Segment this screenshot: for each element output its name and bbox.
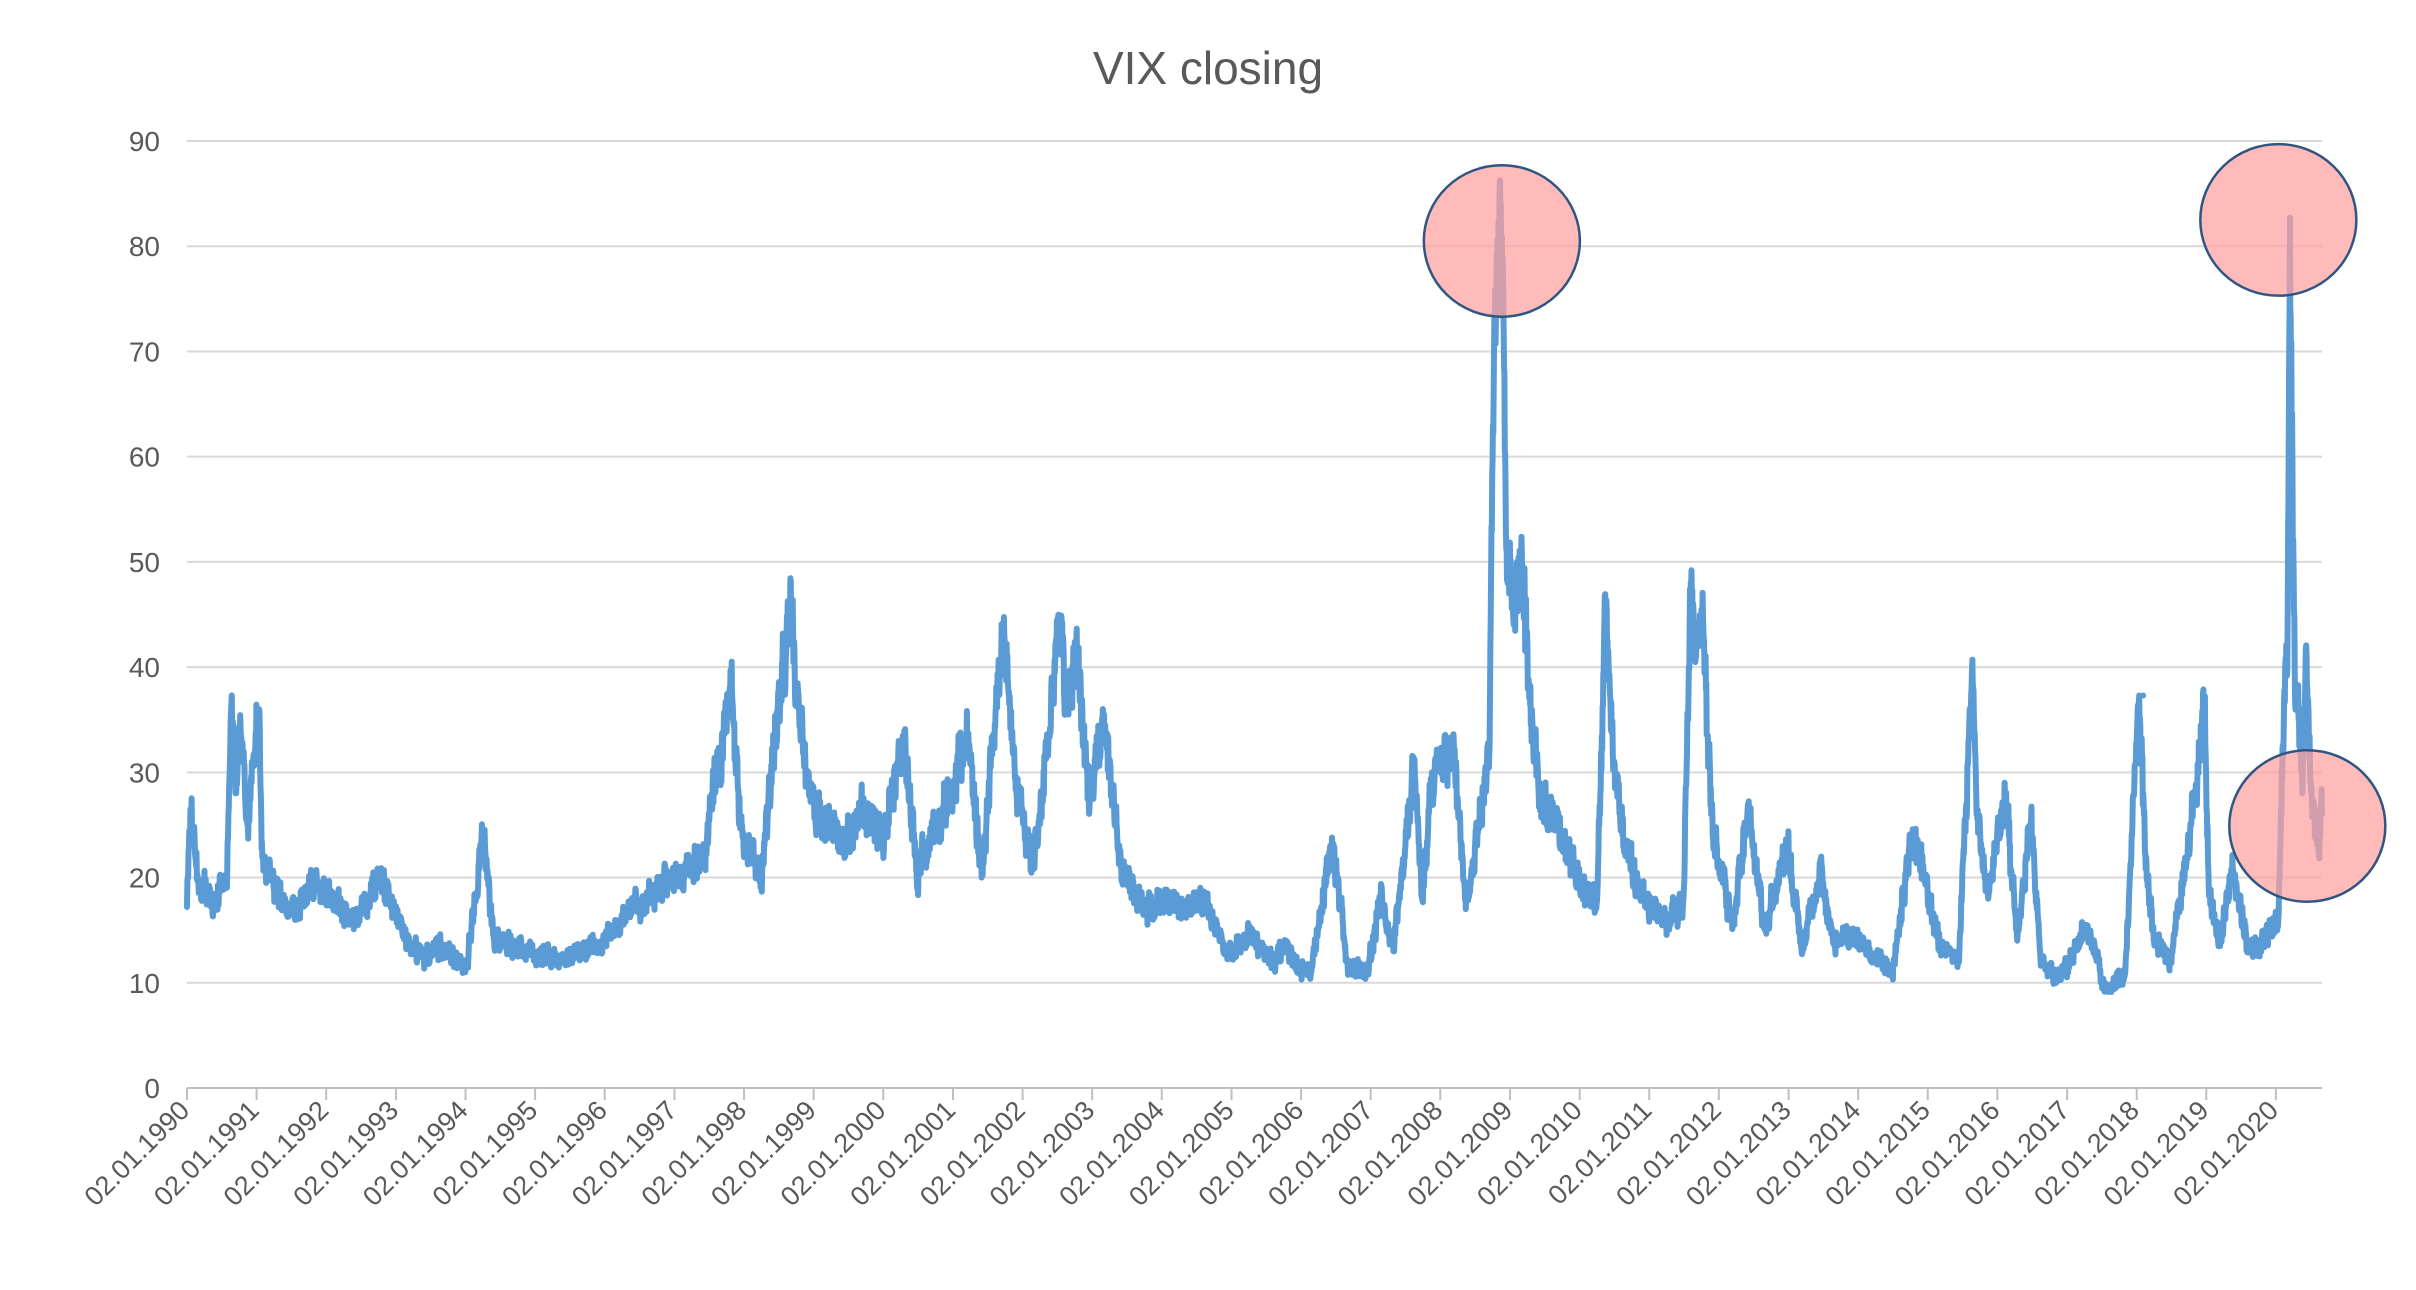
- axes: 010203040506070809002.01.199002.01.19910…: [78, 126, 2322, 1212]
- chart-title: VIX closing: [1093, 42, 1323, 94]
- peak-point: [787, 606, 794, 613]
- peak-point: [228, 700, 235, 707]
- y-tick-label: 90: [129, 126, 160, 157]
- y-tick-label: 10: [129, 968, 160, 999]
- peak-point: [1687, 579, 1694, 586]
- gridlines: [187, 140, 2322, 984]
- annotation-layer: [1422, 142, 2387, 904]
- y-tick-label: 60: [129, 442, 160, 473]
- y-tick-label: 70: [129, 336, 160, 367]
- y-tick-label: 80: [129, 231, 160, 262]
- y-tick-label: 0: [144, 1073, 160, 1104]
- peak-point: [1969, 656, 1976, 663]
- peak-point: [1058, 612, 1065, 619]
- y-tick-label: 50: [129, 547, 160, 578]
- y-tick-label: 30: [129, 757, 160, 788]
- y-tick-label: 40: [129, 652, 160, 683]
- y-tick-label: 20: [129, 863, 160, 894]
- vix-series-line: [184, 177, 2325, 995]
- highlight-circle: [2228, 748, 2387, 904]
- series-layer: [184, 177, 2325, 995]
- peak-point: [2140, 692, 2147, 699]
- highlight-circle: [2199, 142, 2358, 297]
- highlight-circle: [1422, 163, 1582, 318]
